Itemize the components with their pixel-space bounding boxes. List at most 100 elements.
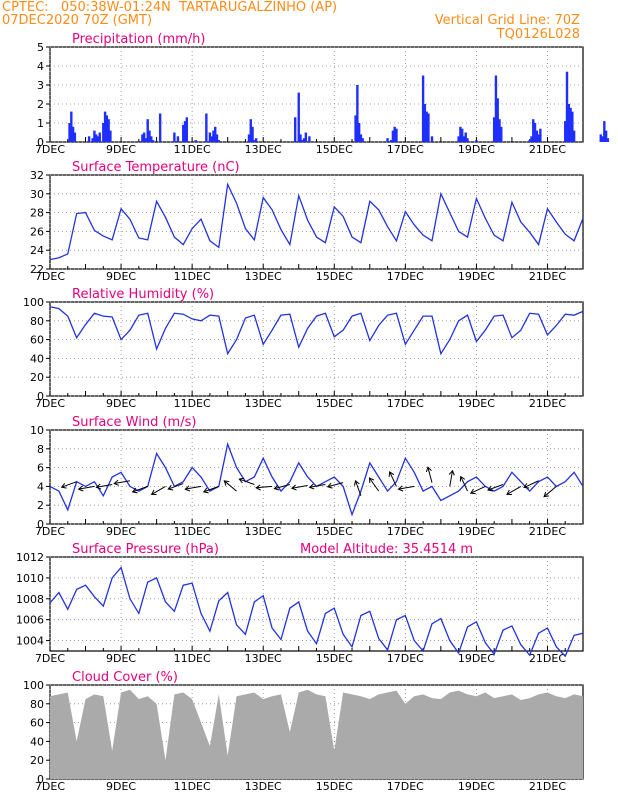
- wind-arrow-head: [273, 484, 280, 491]
- precip-bar: [70, 111, 73, 142]
- x-tick-label: 11DEC: [174, 397, 211, 410]
- precip-bar: [565, 71, 569, 142]
- x-tick-label: 21DEC: [529, 270, 566, 283]
- y-tick-label: 3: [37, 79, 44, 92]
- panel-frame: [49, 174, 584, 270]
- precip-bar: [173, 132, 176, 142]
- x-tick-label: 9DEC: [106, 143, 136, 156]
- wind-arrow-head: [469, 488, 476, 495]
- wind-arrow: [369, 477, 380, 492]
- precip-bar: [603, 121, 606, 142]
- precip-bar: [569, 107, 572, 142]
- x-tick-label: 15DEC: [316, 143, 353, 156]
- wind-arrow-head: [326, 482, 333, 489]
- wind-arrow: [151, 485, 166, 495]
- wind-arrow: [427, 467, 433, 483]
- y-tick-label: 1012: [16, 551, 44, 564]
- x-tick-label: 9DEC: [106, 525, 136, 538]
- panel-frame: [49, 556, 584, 652]
- wind-arrow-head: [184, 485, 191, 492]
- precip-bar: [73, 132, 77, 142]
- wind-arrow: [114, 480, 131, 485]
- y-tick-label: 0: [37, 773, 44, 786]
- series-line: [49, 306, 584, 356]
- wind-arrow-head: [353, 479, 360, 486]
- x-tick-label: 7DEC: [35, 397, 65, 410]
- x-tick-label: 21DEC: [529, 397, 566, 410]
- x-tick-label: 13DEC: [245, 270, 282, 283]
- y-tick-label: 40: [30, 735, 44, 748]
- x-tick-label: 7DEC: [35, 652, 65, 665]
- wind-arrow-head: [459, 475, 466, 482]
- wind-arrow-head: [223, 480, 230, 486]
- wind-arrow-head: [255, 484, 261, 491]
- wind-arrow-head: [308, 483, 315, 490]
- wind-arrow-head: [150, 489, 157, 495]
- precip-bar: [144, 138, 148, 142]
- x-tick-label: 9DEC: [106, 397, 136, 410]
- x-tick-label: 17DEC: [387, 780, 424, 793]
- wind-arrow: [96, 484, 113, 488]
- wind-arrow: [309, 484, 326, 488]
- y-tick-label: 6: [37, 462, 44, 475]
- precip-bar: [146, 119, 149, 142]
- y-tick-label: 80: [30, 698, 44, 711]
- wind-arrow-head: [113, 479, 120, 486]
- precip-bar: [464, 132, 467, 142]
- precip-bar: [421, 75, 425, 142]
- y-tick-label: 1004: [16, 635, 44, 648]
- series-line: [49, 566, 584, 658]
- series-line: [49, 182, 584, 261]
- precip-bar: [601, 136, 604, 142]
- y-tick-label: 100: [23, 679, 44, 692]
- y-tick-label: 8: [37, 443, 44, 456]
- wind-arrow: [132, 485, 148, 493]
- precip-bar: [251, 126, 254, 142]
- precip-bar: [102, 123, 105, 142]
- wind-arrow: [354, 480, 362, 496]
- precip-bar: [466, 138, 469, 142]
- x-tick-label: 11DEC: [174, 780, 211, 793]
- x-tick-label: 19DEC: [458, 780, 495, 793]
- precip-bar: [395, 128, 398, 142]
- x-tick-label: 13DEC: [245, 397, 282, 410]
- precip-bar: [151, 140, 155, 142]
- y-tick-label: 22: [30, 263, 44, 276]
- precip-bar: [389, 140, 393, 142]
- precip-bar: [533, 123, 537, 142]
- precip-bar: [460, 128, 464, 142]
- wind-arrow-head: [167, 484, 174, 491]
- wind-arrow: [239, 478, 255, 485]
- x-tick-label: 21DEC: [529, 525, 566, 538]
- panel-title: Precipitation (mm/h): [72, 32, 205, 47]
- wind-arrow-head: [388, 471, 395, 477]
- wind-arrow-head: [487, 485, 494, 492]
- wind-arrow: [543, 486, 557, 498]
- precip-bar: [142, 132, 146, 142]
- y-tick-label: 5: [37, 41, 44, 54]
- x-tick-label: 11DEC: [174, 270, 211, 283]
- wind-arrow-head: [60, 482, 67, 489]
- x-tick-label: 13DEC: [245, 525, 282, 538]
- header-grid-note: Vertical Grid Line: 70Z: [434, 13, 580, 28]
- wind-arrow-head: [131, 487, 138, 494]
- precip-bar: [462, 136, 466, 142]
- precip-bar: [571, 111, 574, 142]
- header-date: 07DEC2020 70Z (GMT): [2, 13, 153, 28]
- precip-bar: [141, 134, 144, 142]
- y-tick-label: 10: [30, 424, 44, 437]
- x-tick-label: 21DEC: [529, 143, 566, 156]
- precip-bar: [425, 111, 428, 142]
- y-tick-label: 2: [37, 98, 44, 111]
- precip-bar: [530, 136, 533, 142]
- y-tick-label: 4: [37, 480, 44, 493]
- precip-bar: [208, 132, 212, 142]
- precip-bar: [572, 130, 576, 142]
- wind-arrow: [78, 485, 95, 490]
- y-tick-label: 100: [23, 296, 44, 309]
- precip-bar: [96, 136, 100, 142]
- x-tick-label: 13DEC: [245, 143, 282, 156]
- precip-bar: [98, 132, 101, 142]
- precip-bar: [606, 138, 610, 142]
